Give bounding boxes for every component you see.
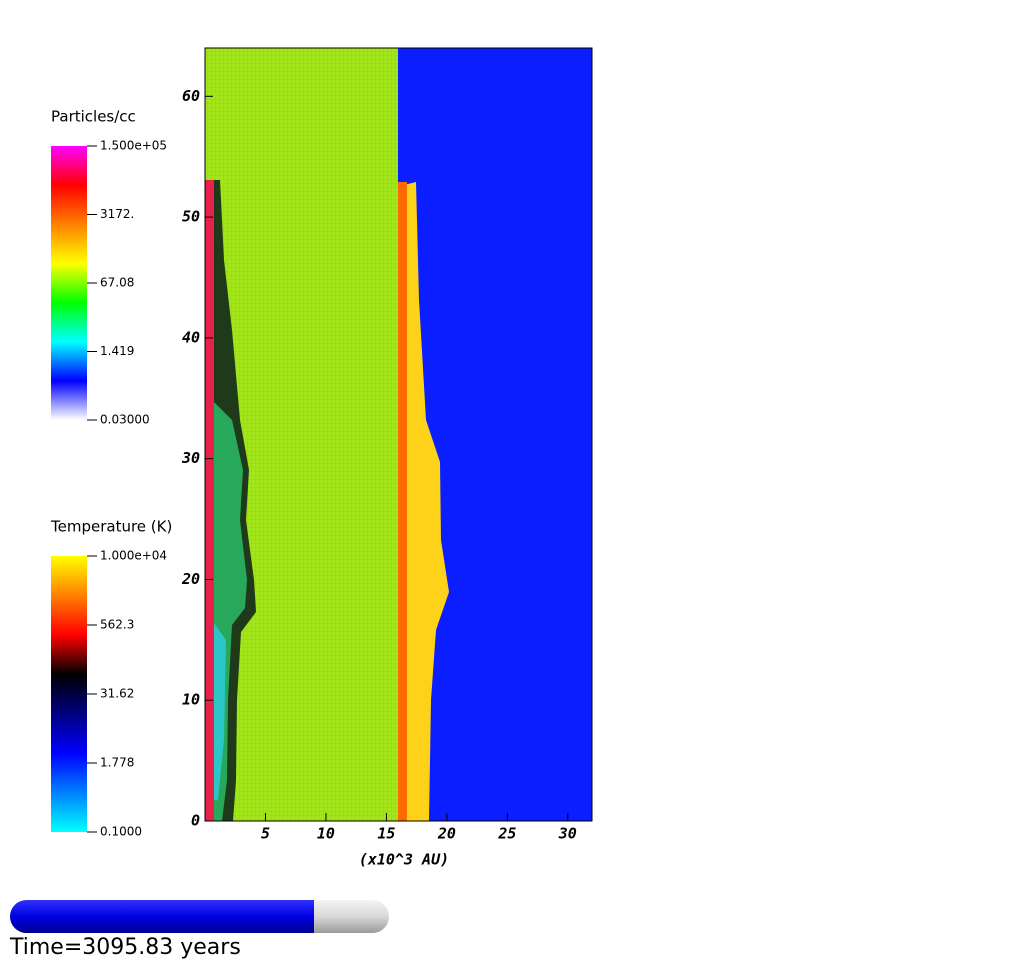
x-tick-label: 10: [317, 825, 335, 843]
y-tick-label: 20: [181, 570, 200, 588]
colorbar-tick-label: 3172.: [100, 207, 134, 221]
colorbar-tick-label: 67.08: [100, 276, 134, 290]
x-axis-label: (x10^3 AU): [359, 851, 449, 869]
colorbar: [51, 146, 87, 420]
x-tick-label: 25: [497, 825, 516, 843]
colorbar-tick-label: 1.500e+05: [100, 139, 167, 153]
colorbar-tick-label: 0.03000: [100, 413, 150, 427]
y-tick-label: 40: [182, 328, 200, 346]
colorbar-tick-label: 1.778: [100, 756, 134, 770]
colorbar-tick-label: 31.62: [100, 687, 134, 701]
y-tick-label: 10: [182, 691, 200, 709]
y-tick-label: 30: [181, 449, 200, 467]
y-tick-label: 0: [191, 812, 200, 830]
colorbar-tick-label: 562.3: [100, 618, 134, 632]
x-tick-label: 15: [377, 825, 395, 843]
x-tick-label: 20: [437, 825, 456, 843]
colorbar-title: Particles/cc: [51, 108, 136, 126]
field-image: [205, 48, 592, 821]
colorbar-title: Temperature (K): [50, 518, 172, 536]
colorbar-tick-label: 1.419: [100, 344, 134, 358]
y-tick-label: 50: [182, 208, 200, 226]
colorbar-tick-label: 0.1000: [100, 825, 142, 839]
time-label: Time=3095.83 years: [9, 935, 241, 960]
time-slider: [10, 900, 389, 933]
colorbar-tick-label: 1.000e+04: [100, 549, 167, 563]
colorbar: [51, 556, 87, 832]
plot-frame: [204, 47, 593, 822]
x-tick-label: 30: [558, 825, 577, 843]
x-tick-label: 5: [261, 825, 270, 843]
y-tick-label: 60: [182, 87, 200, 105]
